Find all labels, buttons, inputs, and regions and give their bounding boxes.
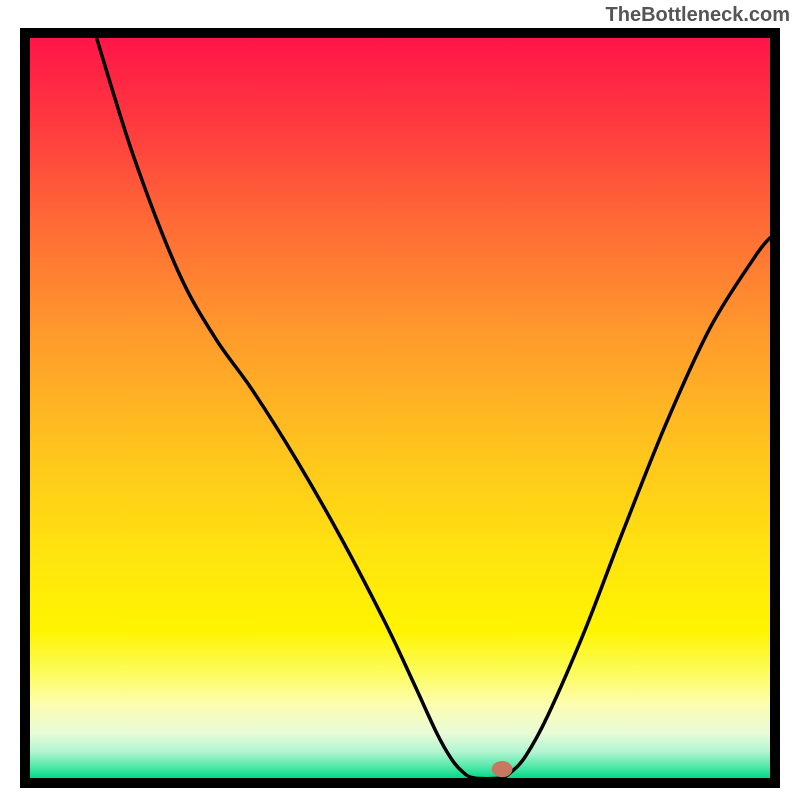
chart-area xyxy=(20,28,780,788)
chart-background xyxy=(30,38,770,778)
chart-container: TheBottleneck.com xyxy=(0,0,800,800)
bottleneck-chart xyxy=(20,28,780,788)
watermark-text: TheBottleneck.com xyxy=(606,4,790,27)
current-config-marker xyxy=(492,761,513,777)
